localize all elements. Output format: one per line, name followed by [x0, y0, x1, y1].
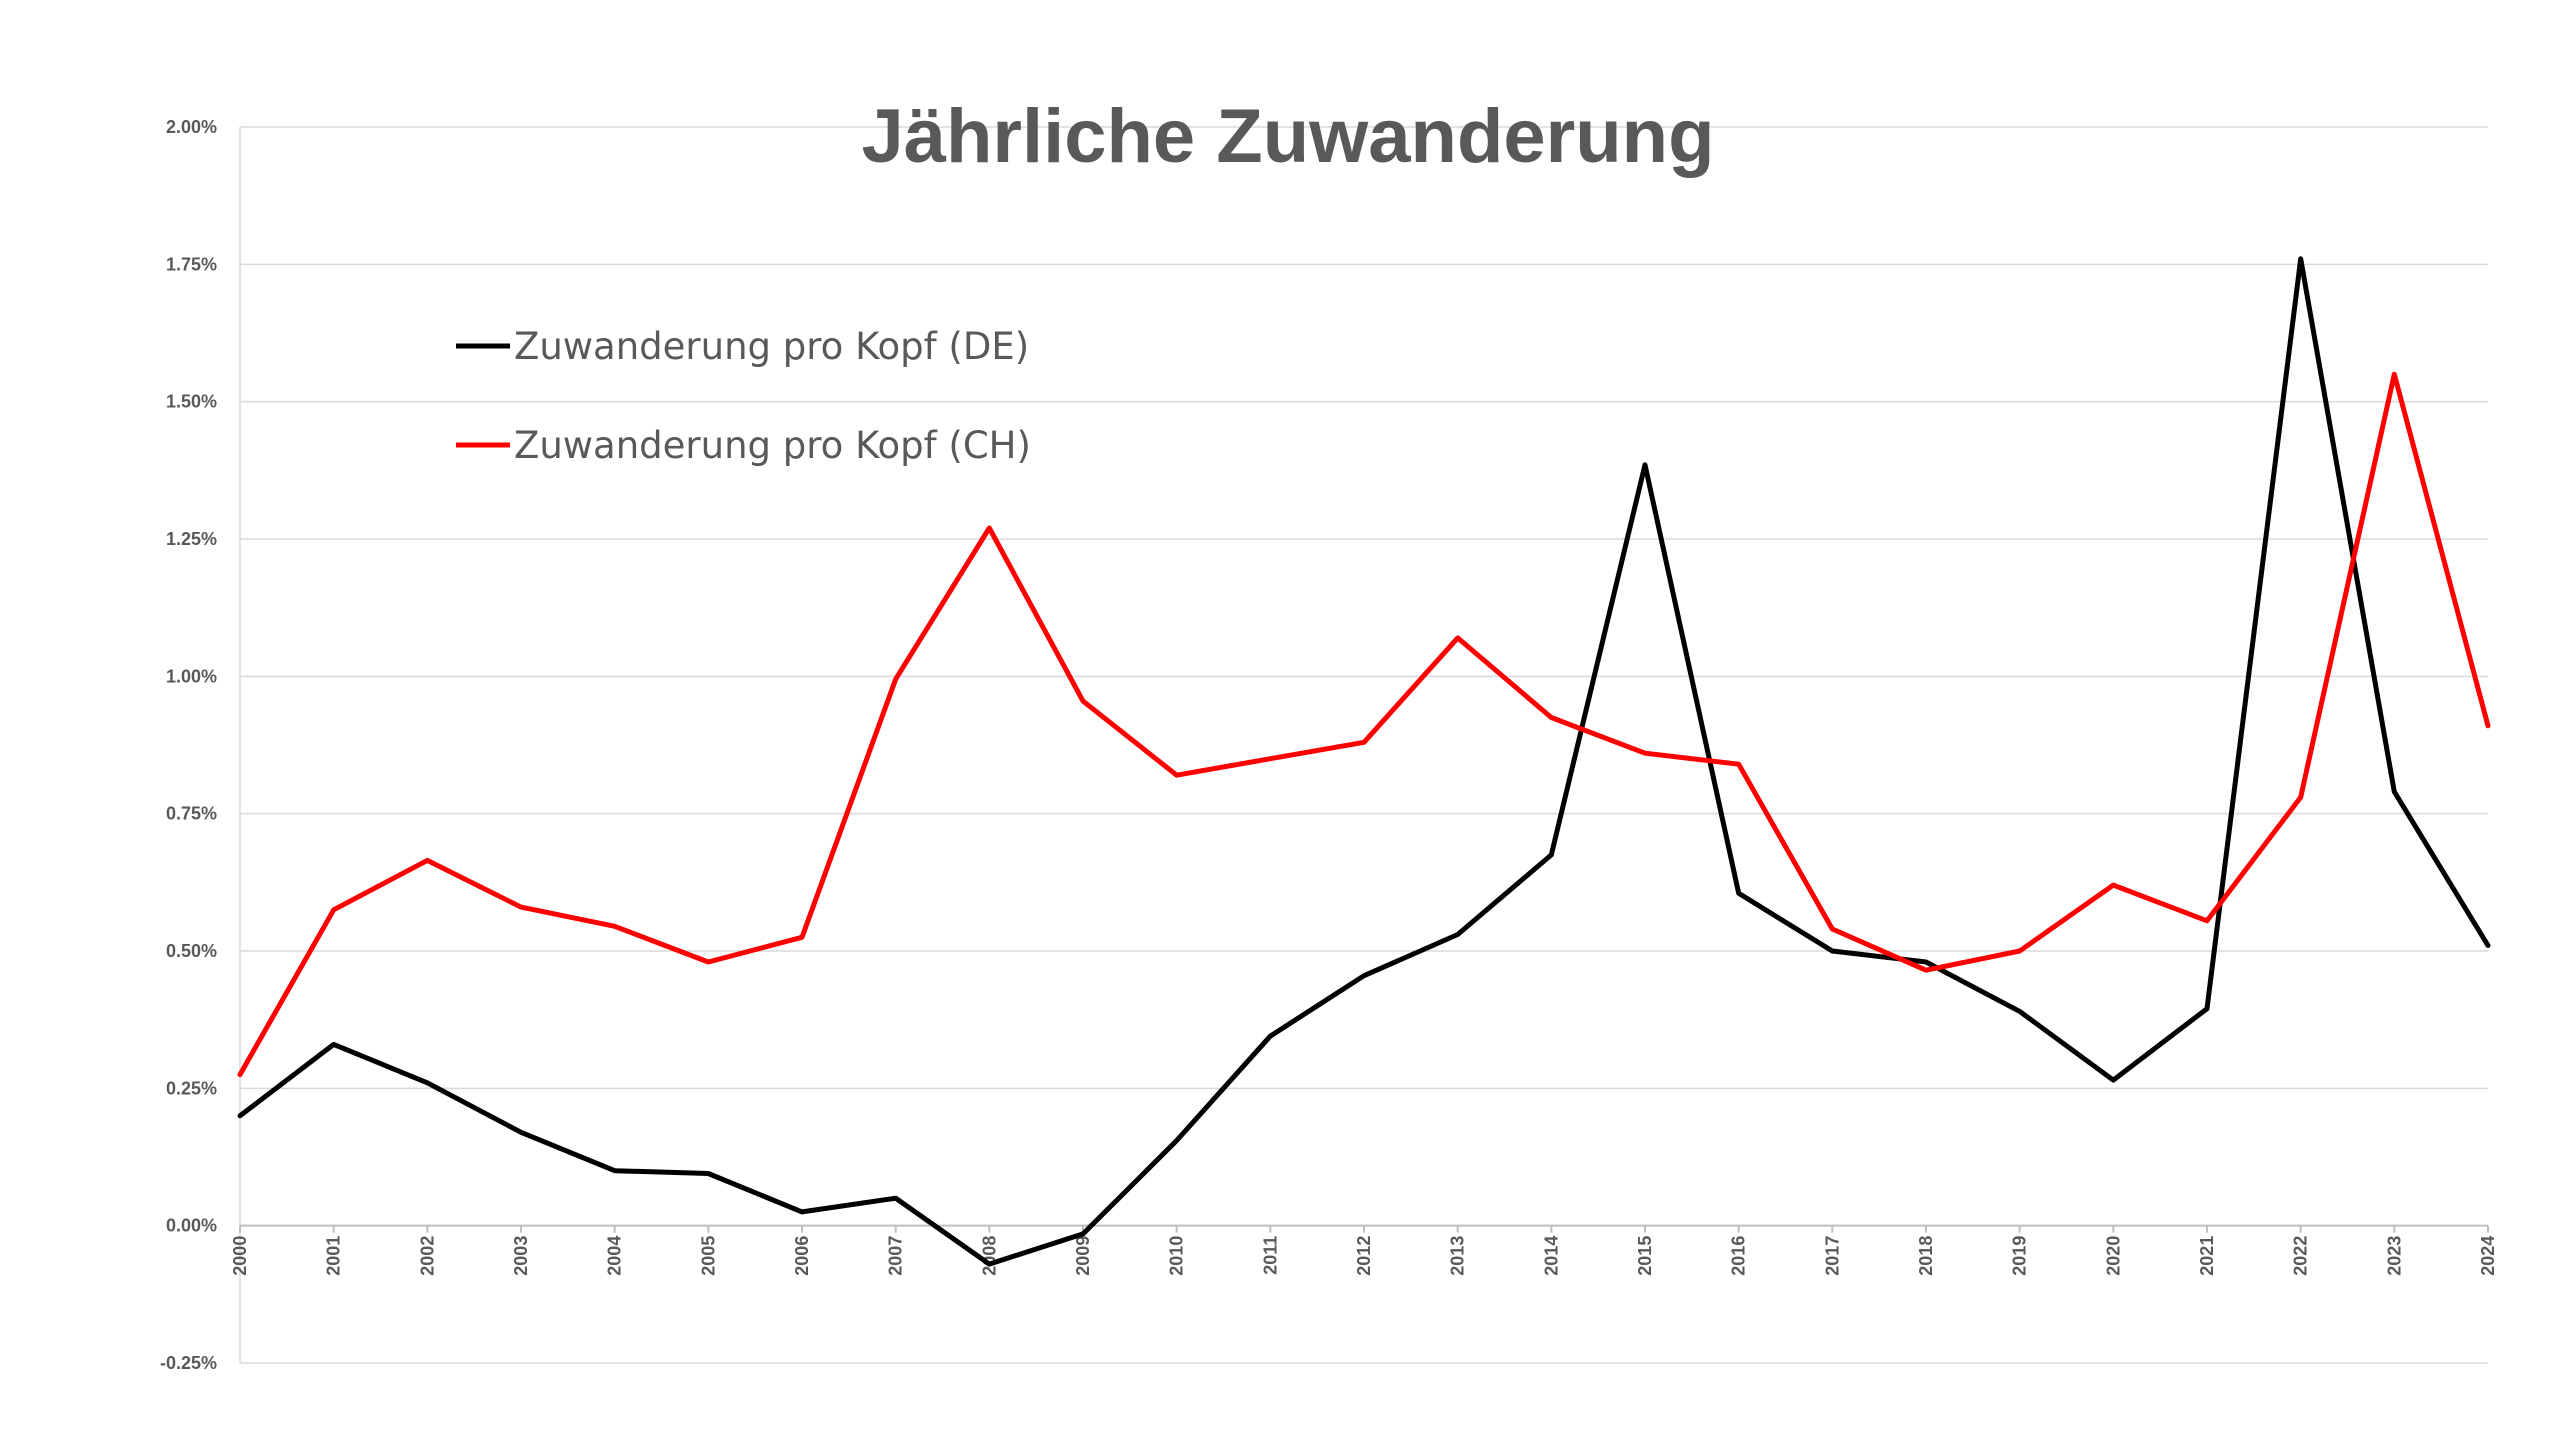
series-lines: [237, 256, 2491, 1267]
y-axis-ticks: 2.00% 1.75% 1.50% 1.25% 1.00% 0.75% 0.50% 0.25%…: [160, 117, 217, 1373]
y-tick-label: 0.75%: [166, 804, 217, 824]
legend-label: Zuwanderung pro Kopf (CH): [514, 424, 1031, 467]
x-tick-label: 2023: [2384, 1236, 2404, 1276]
x-tick-label: 2014: [1541, 1236, 1561, 1276]
x-tick-label: 2018: [1916, 1236, 1936, 1276]
x-tick-label: 2004: [605, 1236, 625, 1276]
y-tick-label: 0.25%: [166, 1078, 217, 1098]
x-tick-label: 2003: [511, 1236, 531, 1276]
x-tick-label: 2002: [417, 1236, 437, 1276]
x-tick-label: 2013: [1448, 1236, 1468, 1276]
x-tick-label: 2019: [2010, 1236, 2030, 1276]
y-tick-label: 1.00%: [166, 666, 217, 686]
y-tick-label: -0.25%: [160, 1353, 217, 1373]
gridlines: [239, 126, 2488, 1364]
x-tick-label: 2001: [324, 1236, 344, 1276]
x-tick-label: 2021: [2197, 1236, 2217, 1276]
x-tick-label: 2010: [1167, 1236, 1187, 1276]
y-tick-label: 1.25%: [166, 529, 217, 549]
x-tick-label: 2005: [698, 1236, 718, 1276]
x-tick-label: 2000: [230, 1236, 250, 1276]
y-tick-label: 0.00%: [166, 1216, 217, 1236]
x-tick-label: 2015: [1635, 1236, 1655, 1276]
x-axis-ticks: 2000 2001 2002 2003 2004 2005 2006 2007 2008 2009…: [230, 1225, 2498, 1276]
chart-title: Jährliche Zuwanderung: [861, 94, 1714, 179]
series-line-ch: [237, 371, 2491, 1078]
y-tick-label: 0.50%: [166, 941, 217, 961]
y-tick-label: 1.50%: [166, 392, 217, 412]
x-tick-label: 2017: [1822, 1236, 1842, 1276]
x-tick-label: 2024: [2478, 1236, 2498, 1276]
x-tick-label: 2007: [886, 1236, 906, 1276]
x-tick-label: 2020: [2103, 1236, 2123, 1276]
series-line-de: [237, 256, 2491, 1267]
x-tick-label: 2011: [1260, 1236, 1280, 1275]
x-tick-label: 2016: [1729, 1236, 1749, 1276]
y-tick-label: 2.00%: [166, 117, 217, 137]
x-tick-label: 2008: [979, 1236, 999, 1276]
y-tick-label: 1.75%: [166, 254, 217, 274]
x-tick-label: 2006: [792, 1236, 812, 1276]
legend: Zuwanderung pro Kopf (DE) Zuwanderung pro…: [456, 325, 1031, 467]
x-tick-label: 2009: [1073, 1236, 1093, 1276]
legend-label: Zuwanderung pro Kopf (DE): [514, 325, 1029, 368]
x-tick-label: 2012: [1354, 1236, 1374, 1276]
x-tick-label: 2022: [2291, 1236, 2311, 1276]
